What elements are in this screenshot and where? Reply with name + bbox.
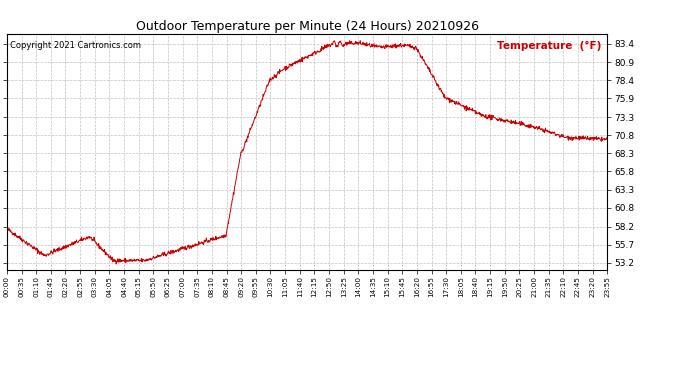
Text: Copyright 2021 Cartronics.com: Copyright 2021 Cartronics.com [10,41,141,50]
Text: Temperature  (°F): Temperature (°F) [497,41,601,51]
Title: Outdoor Temperature per Minute (24 Hours) 20210926: Outdoor Temperature per Minute (24 Hours… [135,20,479,33]
